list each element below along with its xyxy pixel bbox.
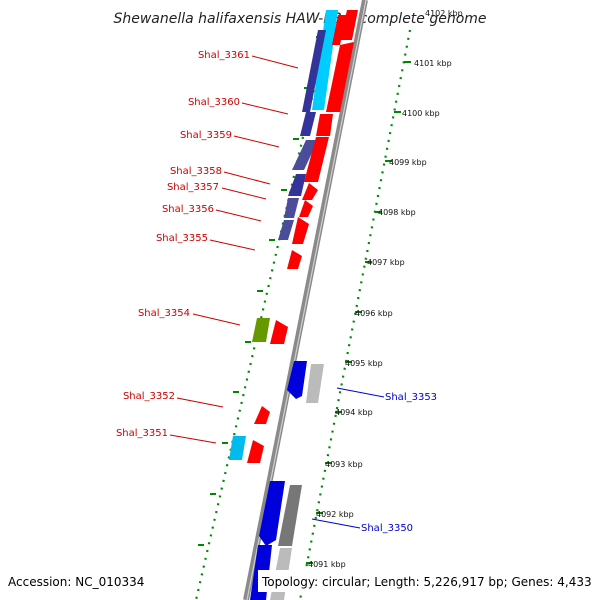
feature-shal-3355[interactable]	[287, 250, 302, 269]
tick-label: 4098 kbp	[378, 208, 416, 217]
feature-shal-3353[interactable]	[287, 361, 324, 403]
tick-label: 4102 kbp	[425, 9, 463, 18]
gene-label: Shal_3360	[188, 97, 240, 108]
inner-major-ticks	[198, 36, 322, 546]
footer-summary-bg	[258, 570, 596, 592]
genome-summary-text: Topology: circular; Length: 5,226,917 bp…	[261, 575, 592, 589]
feature-shal-3351[interactable]	[229, 436, 264, 463]
left-leader-lines	[169, 55, 299, 444]
right-gene-labels: Shal_3353 Shal_3350	[361, 392, 437, 534]
feature-shal-3358[interactable]	[288, 174, 318, 200]
tick-label: 4091 kbp	[308, 560, 346, 569]
tick-label: 4099 kbp	[389, 158, 427, 167]
backbone-line	[243, 0, 368, 600]
tick-label: 4101 kbp	[414, 59, 452, 68]
gene-label: Shal_3358	[170, 166, 222, 177]
right-leader-lines	[311, 387, 385, 529]
gene-label: Shal_3357	[167, 182, 219, 193]
gene-label: Shal_3352	[123, 391, 175, 402]
tick-label: 4092 kbp	[316, 510, 354, 519]
gene-label: Shal_3354	[138, 308, 190, 319]
tick-label: 4100 kbp	[402, 109, 440, 118]
tick-label: 4093 kbp	[325, 460, 363, 469]
feature-shal-3352[interactable]	[254, 406, 270, 424]
accession-text: Accession: NC_010334	[8, 575, 144, 589]
tick-labels: 4102 kbp 4101 kbp 4100 kbp 4099 kbp 4098…	[308, 9, 463, 569]
tick-label: 4097 kbp	[367, 258, 405, 267]
gene-label: Shal_3355	[156, 233, 208, 244]
gene-label: Shal_3350	[361, 523, 413, 534]
feature-shal-3356[interactable]	[278, 217, 309, 244]
feature-shal-3350[interactable]	[259, 481, 302, 546]
feature-shal-3357[interactable]	[284, 198, 313, 218]
footer-accession-bg	[4, 570, 151, 592]
gene-label: Shal_3351	[116, 428, 168, 439]
gene-label: Shal_3353	[385, 392, 437, 403]
feature-shal-3361[interactable]	[291, 10, 358, 112]
inner-tick-ring	[194, 19, 332, 600]
outer-major-ticks	[306, 61, 411, 564]
tick-label: 4096 kbp	[355, 309, 393, 318]
feature-shal-3360[interactable]	[300, 112, 333, 136]
feature-shal-3354[interactable]	[252, 318, 288, 344]
left-gene-labels: Shal_3361 Shal_3360 Shal_3359 Shal_3358 …	[116, 50, 250, 439]
gene-label: Shal_3356	[162, 204, 214, 215]
gene-label: Shal_3359	[180, 130, 232, 141]
tick-label: 4095 kbp	[345, 359, 383, 368]
gene-label: Shal_3361	[198, 50, 250, 61]
tick-label: 4094 kbp	[335, 408, 373, 417]
map-title: Shewanella halifaxensis HAW-EB4, complet…	[113, 11, 486, 27]
feature-shal-3359[interactable]	[292, 137, 329, 182]
outer-tick-ring	[298, 29, 412, 600]
